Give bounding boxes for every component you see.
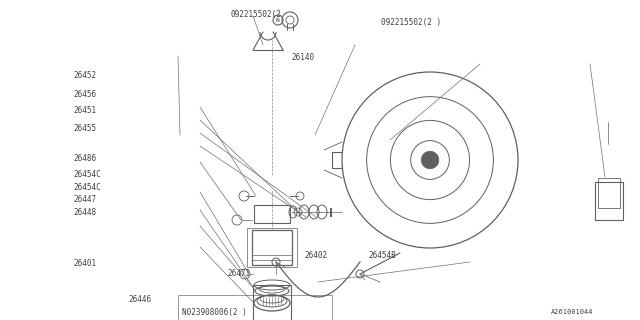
Text: 26446: 26446 (128, 295, 151, 304)
Text: 26402: 26402 (304, 252, 327, 260)
Text: 26452: 26452 (74, 71, 97, 80)
Text: 092215502(2: 092215502(2 (230, 10, 281, 19)
Text: 26486: 26486 (74, 154, 97, 163)
Bar (178, 295, 332, 320)
Text: 26455: 26455 (74, 124, 97, 132)
Text: 26454B: 26454B (368, 252, 396, 260)
Circle shape (421, 151, 439, 169)
Text: N023908006(2 ): N023908006(2 ) (182, 308, 247, 316)
Text: 26451: 26451 (74, 106, 97, 115)
Bar (254, 205, 290, 223)
Bar (247, 228, 297, 267)
Text: A261001044: A261001044 (550, 309, 593, 315)
Text: N: N (276, 18, 280, 22)
Text: 26454C: 26454C (74, 170, 101, 179)
Text: 26448: 26448 (74, 208, 97, 217)
Bar (253, 285, 291, 320)
Bar (252, 230, 292, 265)
Text: 26471: 26471 (227, 269, 250, 278)
Bar (595, 182, 623, 220)
Text: 092215502(2 ): 092215502(2 ) (381, 18, 441, 27)
Text: 26447: 26447 (74, 196, 97, 204)
Text: 26454C: 26454C (74, 183, 101, 192)
Text: 26140: 26140 (291, 53, 314, 62)
Text: 26456: 26456 (74, 90, 97, 99)
Text: 26401: 26401 (74, 260, 97, 268)
Bar (598, 178, 620, 208)
